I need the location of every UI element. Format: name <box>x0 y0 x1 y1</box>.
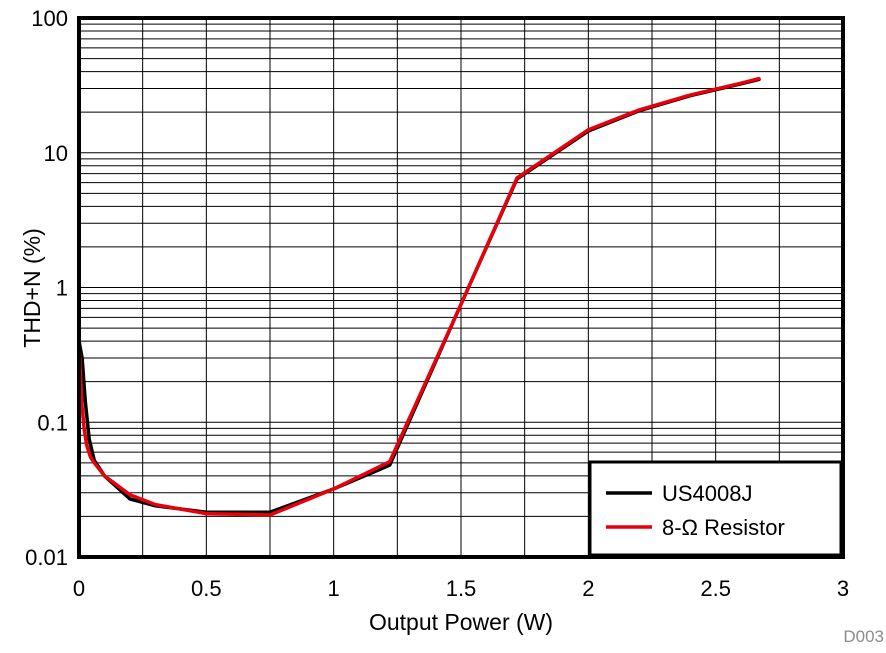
legend-box <box>588 460 843 557</box>
legend: US4008J 8-Ω Resistor <box>588 460 843 557</box>
x-tick-label: 0 <box>73 576 85 601</box>
plot-area-frame <box>77 16 845 559</box>
figure-id-label: D003 <box>843 627 884 646</box>
series-layer <box>77 76 761 517</box>
x-axis-label: Output Power (W) <box>369 609 553 635</box>
y-tick-label: 0.01 <box>25 545 68 570</box>
series-line-resistor <box>77 76 761 517</box>
y-tick-labels: 0.01 0.1 1 10 100 <box>25 6 68 570</box>
x-tick-labels: 0 0.5 1 1.5 2 2.5 3 <box>73 576 849 601</box>
y-axis-label: THD+N (%) <box>19 228 45 347</box>
legend-label-us4008j: US4008J <box>662 481 753 506</box>
legend-label-resistor: 8-Ω Resistor <box>662 515 785 540</box>
y-tick-label: 1 <box>56 276 68 301</box>
y-tick-label: 0.1 <box>37 410 68 435</box>
x-tick-label: 1.5 <box>446 576 477 601</box>
x-tick-label: 0.5 <box>191 576 222 601</box>
y-tick-label: 10 <box>44 141 68 166</box>
y-tick-label: 100 <box>31 6 68 31</box>
x-tick-label: 3 <box>837 576 849 601</box>
x-tick-label: 1 <box>328 576 340 601</box>
x-tick-label: 2 <box>582 576 594 601</box>
x-tick-label: 2.5 <box>700 576 731 601</box>
